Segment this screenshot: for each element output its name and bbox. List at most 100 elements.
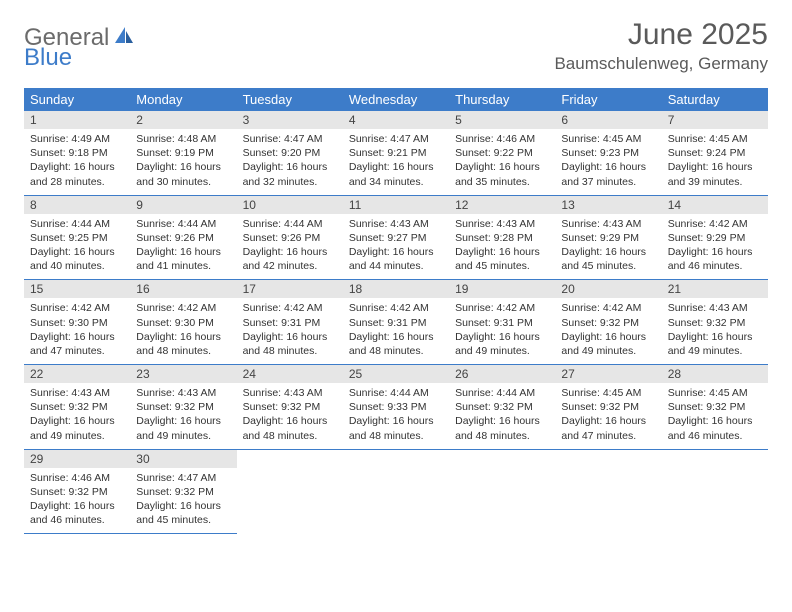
day-details: Sunrise: 4:42 AMSunset: 9:32 PMDaylight:… [555,298,661,364]
sunrise-text: Sunrise: 4:43 AM [30,386,124,400]
day-details: Sunrise: 4:42 AMSunset: 9:31 PMDaylight:… [449,298,555,364]
sunrise-text: Sunrise: 4:43 AM [455,217,549,231]
daylight-text: Daylight: 16 hours and 47 minutes. [561,414,655,442]
sunrise-text: Sunrise: 4:42 AM [136,301,230,315]
sunset-text: Sunset: 9:19 PM [136,146,230,160]
calendar-cell: 19Sunrise: 4:42 AMSunset: 9:31 PMDayligh… [449,280,555,365]
daylight-text: Daylight: 16 hours and 46 minutes. [668,414,762,442]
day-number: 16 [130,280,236,298]
sunset-text: Sunset: 9:32 PM [561,316,655,330]
calendar-cell: 2Sunrise: 4:48 AMSunset: 9:19 PMDaylight… [130,111,236,195]
day-details: Sunrise: 4:44 AMSunset: 9:25 PMDaylight:… [24,214,130,280]
day-number: 4 [343,111,449,129]
day-number: 19 [449,280,555,298]
calendar-cell: 24Sunrise: 4:43 AMSunset: 9:32 PMDayligh… [237,365,343,450]
day-number: 24 [237,365,343,383]
day-details: Sunrise: 4:43 AMSunset: 9:27 PMDaylight:… [343,214,449,280]
calendar-row: 15Sunrise: 4:42 AMSunset: 9:30 PMDayligh… [24,280,768,365]
day-number: 13 [555,196,661,214]
location-label: Baumschulenweg, Germany [554,54,768,74]
sunrise-text: Sunrise: 4:44 AM [136,217,230,231]
sail-icon [113,24,135,52]
sunset-text: Sunset: 9:25 PM [30,231,124,245]
daylight-text: Daylight: 16 hours and 42 minutes. [243,245,337,273]
calendar-cell: 23Sunrise: 4:43 AMSunset: 9:32 PMDayligh… [130,365,236,450]
day-details: Sunrise: 4:45 AMSunset: 9:24 PMDaylight:… [662,129,768,195]
sunrise-text: Sunrise: 4:42 AM [243,301,337,315]
sunset-text: Sunset: 9:33 PM [349,400,443,414]
sunrise-text: Sunrise: 4:46 AM [30,471,124,485]
day-details: Sunrise: 4:48 AMSunset: 9:19 PMDaylight:… [130,129,236,195]
day-details: Sunrise: 4:43 AMSunset: 9:29 PMDaylight:… [555,214,661,280]
day-number: 28 [662,365,768,383]
sunset-text: Sunset: 9:31 PM [243,316,337,330]
daylight-text: Daylight: 16 hours and 49 minutes. [136,414,230,442]
day-header-wed: Wednesday [343,88,449,111]
day-number: 14 [662,196,768,214]
day-number: 2 [130,111,236,129]
sunset-text: Sunset: 9:32 PM [668,316,762,330]
day-number: 11 [343,196,449,214]
daylight-text: Daylight: 16 hours and 48 minutes. [349,414,443,442]
day-number: 21 [662,280,768,298]
day-number: 3 [237,111,343,129]
calendar-cell: 18Sunrise: 4:42 AMSunset: 9:31 PMDayligh… [343,280,449,365]
daylight-text: Daylight: 16 hours and 48 minutes. [243,414,337,442]
day-details: Sunrise: 4:42 AMSunset: 9:30 PMDaylight:… [24,298,130,364]
sunset-text: Sunset: 9:27 PM [349,231,443,245]
day-number: 15 [24,280,130,298]
daylight-text: Daylight: 16 hours and 39 minutes. [668,160,762,188]
calendar-cell: 25Sunrise: 4:44 AMSunset: 9:33 PMDayligh… [343,365,449,450]
calendar-row: 8Sunrise: 4:44 AMSunset: 9:25 PMDaylight… [24,195,768,280]
sunrise-text: Sunrise: 4:43 AM [561,217,655,231]
calendar-cell [662,449,768,534]
sunrise-text: Sunrise: 4:43 AM [668,301,762,315]
calendar-cell: 14Sunrise: 4:42 AMSunset: 9:29 PMDayligh… [662,195,768,280]
day-number: 5 [449,111,555,129]
daylight-text: Daylight: 16 hours and 46 minutes. [668,245,762,273]
sunset-text: Sunset: 9:30 PM [136,316,230,330]
daylight-text: Daylight: 16 hours and 35 minutes. [455,160,549,188]
calendar-row: 1Sunrise: 4:49 AMSunset: 9:18 PMDaylight… [24,111,768,195]
day-details: Sunrise: 4:45 AMSunset: 9:32 PMDaylight:… [662,383,768,449]
sunrise-text: Sunrise: 4:43 AM [136,386,230,400]
sunset-text: Sunset: 9:18 PM [30,146,124,160]
calendar-cell: 15Sunrise: 4:42 AMSunset: 9:30 PMDayligh… [24,280,130,365]
day-details: Sunrise: 4:46 AMSunset: 9:32 PMDaylight:… [24,468,130,534]
sunset-text: Sunset: 9:30 PM [30,316,124,330]
calendar-row: 29Sunrise: 4:46 AMSunset: 9:32 PMDayligh… [24,449,768,534]
sunrise-text: Sunrise: 4:43 AM [243,386,337,400]
day-number: 27 [555,365,661,383]
daylight-text: Daylight: 16 hours and 48 minutes. [243,330,337,358]
calendar-row: 22Sunrise: 4:43 AMSunset: 9:32 PMDayligh… [24,365,768,450]
daylight-text: Daylight: 16 hours and 44 minutes. [349,245,443,273]
day-header-mon: Monday [130,88,236,111]
day-number: 30 [130,450,236,468]
daylight-text: Daylight: 16 hours and 28 minutes. [30,160,124,188]
sunset-text: Sunset: 9:32 PM [561,400,655,414]
calendar-body: 1Sunrise: 4:49 AMSunset: 9:18 PMDaylight… [24,111,768,534]
calendar-cell: 5Sunrise: 4:46 AMSunset: 9:22 PMDaylight… [449,111,555,195]
day-details: Sunrise: 4:43 AMSunset: 9:32 PMDaylight:… [130,383,236,449]
sunset-text: Sunset: 9:32 PM [455,400,549,414]
sunset-text: Sunset: 9:31 PM [349,316,443,330]
day-header-sun: Sunday [24,88,130,111]
daylight-text: Daylight: 16 hours and 45 minutes. [455,245,549,273]
calendar-cell: 30Sunrise: 4:47 AMSunset: 9:32 PMDayligh… [130,449,236,534]
day-number: 7 [662,111,768,129]
title-block: June 2025 Baumschulenweg, Germany [554,18,768,74]
sunrise-text: Sunrise: 4:47 AM [243,132,337,146]
sunrise-text: Sunrise: 4:42 AM [561,301,655,315]
sunset-text: Sunset: 9:26 PM [136,231,230,245]
sunrise-text: Sunrise: 4:42 AM [30,301,124,315]
calendar-cell: 17Sunrise: 4:42 AMSunset: 9:31 PMDayligh… [237,280,343,365]
daylight-text: Daylight: 16 hours and 45 minutes. [561,245,655,273]
sunrise-text: Sunrise: 4:45 AM [668,386,762,400]
calendar-cell: 7Sunrise: 4:45 AMSunset: 9:24 PMDaylight… [662,111,768,195]
sunset-text: Sunset: 9:29 PM [561,231,655,245]
calendar-cell: 10Sunrise: 4:44 AMSunset: 9:26 PMDayligh… [237,195,343,280]
daylight-text: Daylight: 16 hours and 40 minutes. [30,245,124,273]
sunset-text: Sunset: 9:32 PM [668,400,762,414]
calendar-cell [237,449,343,534]
sunrise-text: Sunrise: 4:49 AM [30,132,124,146]
